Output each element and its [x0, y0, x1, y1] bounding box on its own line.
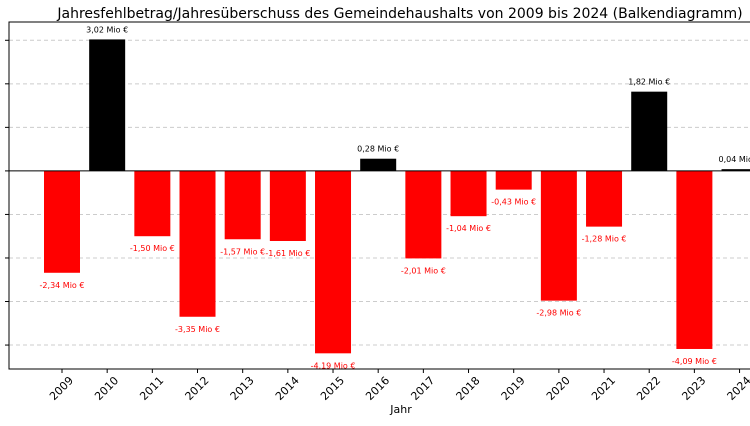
x-tick-label-2015: 2015	[318, 374, 347, 403]
data-label-2014: -1,61 Mio €	[265, 249, 310, 258]
data-label-2013: -1,57 Mio €	[220, 247, 265, 256]
plot-frame	[8, 21, 750, 370]
grid-lines	[9, 39, 750, 346]
chart-title: Jahresfehlbetrag/Jahresüberschuss des Ge…	[56, 6, 742, 22]
x-axis-ticks: 2009 2010 2011 2012 2013 2014 2015 2016 2017 2018…	[47, 369, 750, 403]
data-label-2024: 0,04 Mio €	[719, 155, 750, 164]
bar-2011	[134, 170, 171, 237]
bar-2009	[44, 170, 80, 273]
data-label-2010: 3,02 Mio €	[86, 25, 128, 34]
x-tick-label-2021: 2021	[589, 374, 618, 403]
x-tick-label-2013: 2013	[228, 374, 257, 403]
x-tick-label-2017: 2017	[408, 374, 437, 403]
x-tick-label-2010: 2010	[92, 374, 121, 403]
data-labels: -2,34 Mio € 3,02 Mio € -1,50 Mio € -3,35 Mi…	[40, 25, 750, 370]
x-axis-label: Jahr	[389, 403, 412, 416]
x-tick-label-2024: 2024	[725, 374, 750, 403]
y-axis-ticks	[5, 39, 9, 346]
bar-2021	[586, 170, 623, 227]
bar-2024	[721, 169, 750, 171]
data-label-2011: -1,50 Mio €	[130, 244, 175, 253]
x-tick-label-2023: 2023	[679, 374, 708, 403]
data-label-2017: -2,01 Mio €	[401, 266, 446, 275]
x-tick-label-2019: 2019	[499, 374, 528, 403]
bar-2023	[676, 170, 713, 349]
bar-2013	[224, 170, 261, 240]
x-tick-label-2016: 2016	[363, 374, 392, 403]
x-tick-label-2020: 2020	[544, 374, 573, 403]
data-label-2012: -3,35 Mio €	[175, 325, 220, 334]
x-tick-label-2009: 2009	[47, 374, 76, 403]
bar-2018	[450, 170, 487, 217]
x-tick-label-2022: 2022	[634, 374, 663, 403]
bars	[44, 39, 750, 354]
data-label-2021: -1,28 Mio €	[582, 235, 627, 244]
data-label-2022: 1,82 Mio €	[628, 78, 670, 87]
data-label-2015: -4,19 Mio €	[311, 361, 356, 370]
x-tick-label-2011: 2011	[137, 374, 166, 403]
bar-2016	[360, 158, 397, 171]
bar-2022	[631, 91, 668, 171]
bar-2010	[89, 39, 126, 171]
x-tick-label-2018: 2018	[454, 374, 483, 403]
bar-2020	[540, 170, 577, 301]
data-label-2020: -2,98 Mio €	[536, 309, 581, 318]
data-label-2019: -0,43 Mio €	[491, 198, 536, 207]
data-label-2009: -2,34 Mio €	[40, 281, 85, 290]
bar-2014	[269, 170, 306, 241]
x-tick-label-2014: 2014	[273, 374, 302, 403]
data-label-2018: -1,04 Mio €	[446, 224, 491, 233]
data-label-2016: 0,28 Mio €	[357, 145, 399, 154]
bar-2017	[405, 170, 442, 259]
bar-2012	[179, 170, 216, 317]
x-tick-label-2012: 2012	[183, 374, 212, 403]
data-label-2023: -4,09 Mio €	[672, 357, 717, 366]
bar-2015	[315, 170, 352, 354]
bar-2019	[495, 170, 532, 190]
